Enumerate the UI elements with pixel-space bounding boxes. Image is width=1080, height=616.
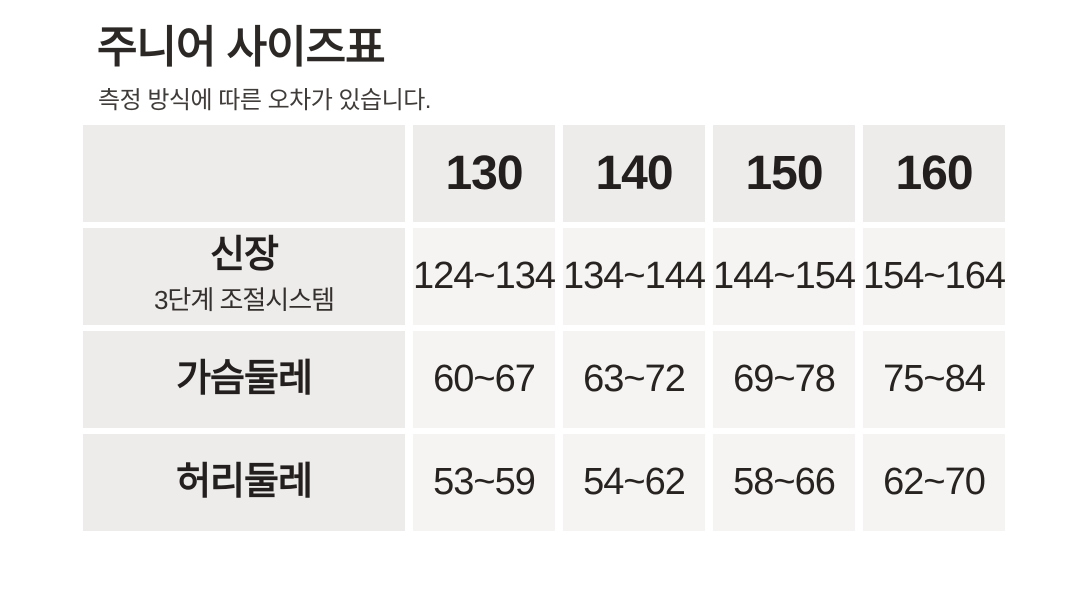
page-subtitle: 측정 방식에 따른 오차가 있습니다.: [98, 87, 431, 114]
row-label-chest: 가슴둘레: [176, 357, 313, 400]
value-cell-waist-130: 53~59: [413, 434, 555, 531]
row-header-chest: 가슴둘레: [83, 331, 405, 428]
row-header-height: 신장 3단계 조절시스템: [83, 228, 405, 325]
value-cell-chest-130: 60~67: [413, 331, 555, 428]
column-header-160: 160: [863, 125, 1005, 222]
value-cell-chest-160: 75~84: [863, 331, 1005, 428]
column-header-140: 140: [563, 125, 705, 222]
value-cell-waist-160: 62~70: [863, 434, 1005, 531]
column-header-150: 150: [713, 125, 855, 222]
row-label-waist: 허리둘레: [176, 460, 313, 503]
value-cell-waist-150: 58~66: [713, 434, 855, 531]
value-cell-height-140: 134~144: [563, 228, 706, 325]
value-cell-chest-140: 63~72: [563, 331, 705, 428]
value-cell-height-160: 154~164: [863, 228, 1006, 325]
size-table: 130 140 150 160 신장 3단계 조절시스템 124~134 134…: [83, 125, 1006, 531]
table-corner-cell: [83, 125, 405, 222]
value-cell-chest-150: 69~78: [713, 331, 855, 428]
value-cell-height-150: 144~154: [713, 228, 856, 325]
value-cell-height-130: 124~134: [413, 228, 556, 325]
value-cell-waist-140: 54~62: [563, 434, 705, 531]
row-header-waist: 허리둘레: [83, 434, 405, 531]
row-sublabel-height: 3단계 조절시스템: [153, 284, 335, 315]
page-title: 주니어 사이즈표: [97, 23, 386, 72]
column-header-130: 130: [413, 125, 555, 222]
row-label-height: 신장: [210, 234, 279, 277]
